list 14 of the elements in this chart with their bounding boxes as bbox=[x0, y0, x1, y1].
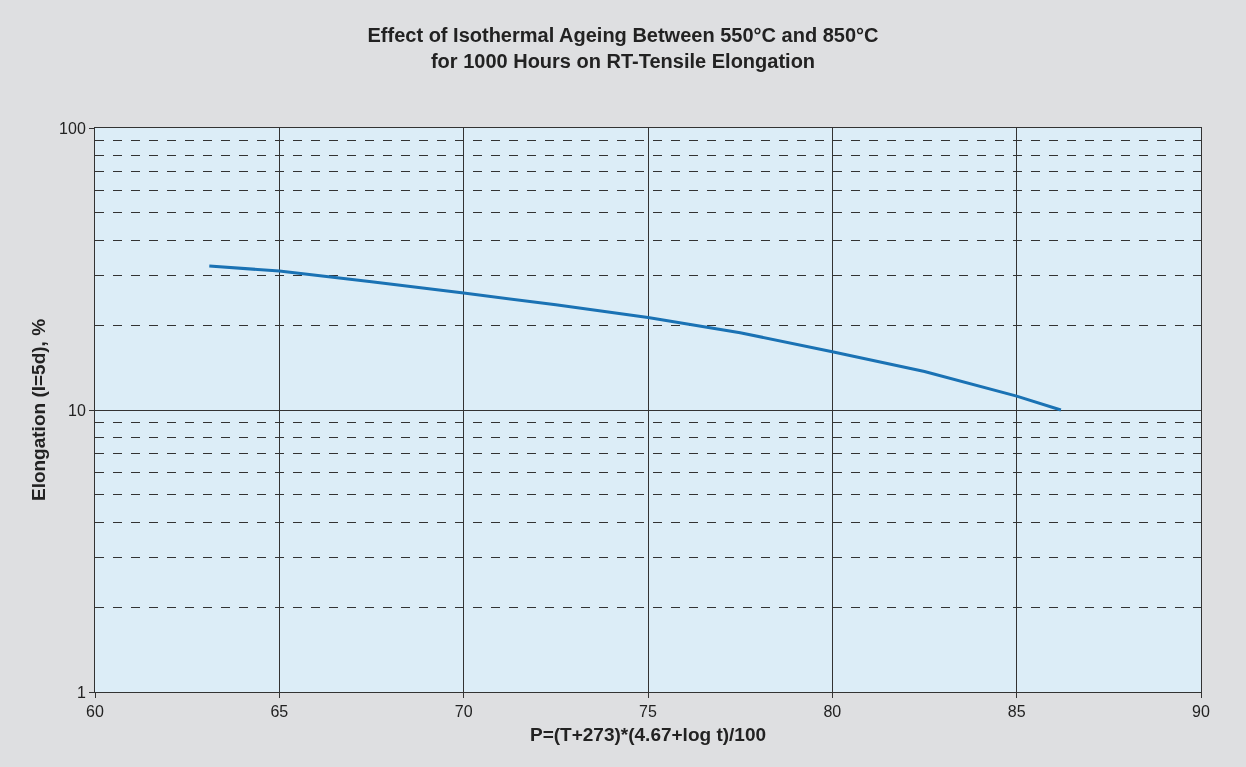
x-tick-label: 65 bbox=[270, 703, 289, 721]
x-tick-label: 90 bbox=[1192, 703, 1210, 721]
x-tick-label: 80 bbox=[823, 703, 842, 721]
x-axis-title: P=(T+273)*(4.67+log t)/100 bbox=[529, 724, 767, 745]
y-tick-label: 1 bbox=[76, 683, 86, 701]
y-tick-label: 100 bbox=[59, 119, 86, 137]
line-series bbox=[207, 264, 1063, 412]
y-axis-title: Elongation (I=5d), % bbox=[27, 318, 49, 502]
y-tick-label: 10 bbox=[68, 401, 86, 419]
x-tick-label: 60 bbox=[86, 703, 104, 721]
x-tick-label: 85 bbox=[1007, 703, 1026, 721]
chart-title: Effect of Isothermal Ageing Between 550°C and 850°C for 1000 Hours on RT-Tensile Elongation bbox=[367, 24, 879, 73]
x-tick-label: 75 bbox=[639, 703, 657, 721]
x-tick-label: 70 bbox=[454, 703, 473, 721]
